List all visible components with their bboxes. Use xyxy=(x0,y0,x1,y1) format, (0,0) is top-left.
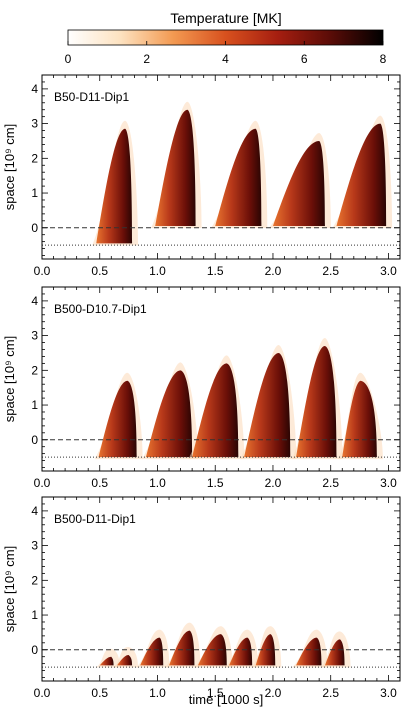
y-tick-label: 0 xyxy=(31,433,38,447)
event-blob xyxy=(336,123,387,227)
x-tick-label: 1.5 xyxy=(207,686,224,700)
x-tick-label: 0.0 xyxy=(34,686,51,700)
heatmap-events xyxy=(95,622,351,668)
x-tick-label: 0.5 xyxy=(91,686,108,700)
y-tick-label: 0 xyxy=(31,643,38,657)
x-tick-label: 2.0 xyxy=(265,686,282,700)
event-blob xyxy=(192,363,239,458)
event-blob xyxy=(244,352,291,458)
event-blob xyxy=(296,637,322,666)
x-tick-label: 2.5 xyxy=(322,476,339,490)
y-tick-label: 2 xyxy=(31,151,38,165)
y-tick-label: 2 xyxy=(31,363,38,377)
event-blob xyxy=(255,634,276,666)
y-tick-label: 1 xyxy=(31,186,38,200)
heatmap-events xyxy=(92,101,393,246)
event-blob xyxy=(169,630,195,666)
plot-frame xyxy=(41,74,401,260)
event-blob xyxy=(117,654,133,666)
x-tick-label: 0.0 xyxy=(34,264,51,278)
y-tick-label: 1 xyxy=(31,608,38,622)
panel-label: B500-D11-Dip1 xyxy=(54,512,136,526)
event-blob xyxy=(229,637,253,666)
event-blob xyxy=(99,656,114,666)
y-tick-label: 4 xyxy=(31,294,38,308)
panels: 0.0 0.5 1.0 1.5 2.0 2.5 3.0 0 1 2 3 4 B50-D11-Dip1 sp… xyxy=(2,74,401,700)
plot-frame xyxy=(41,496,401,682)
y-tick-label: 3 xyxy=(31,117,38,131)
plot-frame xyxy=(41,286,401,472)
x-tick-label: 1.0 xyxy=(149,264,166,278)
event-blob xyxy=(145,370,193,458)
x-tick-label: 0.0 xyxy=(34,476,51,490)
event-blob xyxy=(272,140,325,227)
y-tick-label: 2 xyxy=(31,573,38,587)
colorbar-title: Temperature [MK] xyxy=(170,10,281,26)
y-axis-title: space [10⁹ cm] xyxy=(2,546,17,633)
event-blob xyxy=(98,380,137,458)
x-tick-label: 2.5 xyxy=(322,264,339,278)
event-blob xyxy=(342,380,377,458)
panel-1: 0.0 0.5 1.0 1.5 2.0 2.5 3.0 0 1 2 3 4 B50-D11-Dip1 sp… xyxy=(2,74,401,278)
y-tick-label: 3 xyxy=(31,329,38,343)
x-tick-label: 0.5 xyxy=(91,264,108,278)
heatmap-events xyxy=(94,338,383,460)
panel-2: 0.0 0.5 1.0 1.5 2.0 2.5 3.0 0 1 2 3 4 B500-D10.7-Dip… xyxy=(2,286,401,490)
x-tick-label: 1.0 xyxy=(149,686,166,700)
event-blob xyxy=(96,128,133,244)
y-axis-title: space [10⁹ cm] xyxy=(2,336,17,423)
x-tick-label: 3.0 xyxy=(380,476,397,490)
x-tick-label: 1.5 xyxy=(207,264,224,278)
x-tick-label: 2.5 xyxy=(322,686,339,700)
event-blob xyxy=(296,346,337,458)
x-tick-label: 2.0 xyxy=(265,264,282,278)
colorbar-tick-label: 0 xyxy=(65,52,72,66)
x-tick-label: 0.5 xyxy=(91,476,108,490)
event-blob xyxy=(140,637,164,666)
y-tick-label: 4 xyxy=(31,504,38,518)
colorbar-tick-label: 8 xyxy=(380,52,387,66)
colorbar-tick-label: 4 xyxy=(222,52,229,66)
panel-label: B50-D11-Dip1 xyxy=(54,90,129,104)
panel-label: B500-D10.7-Dip1 xyxy=(54,302,147,316)
colorbar-ticks: 0 2 4 6 8 xyxy=(65,41,387,66)
x-tick-label: 1.0 xyxy=(149,476,166,490)
event-blob xyxy=(324,639,345,666)
colorbar-tick-label: 6 xyxy=(301,52,308,66)
y-tick-label: 4 xyxy=(31,82,38,96)
panel-3: 0.0 0.5 1.0 1.5 2.0 2.5 3.0 0 1 2 3 4 B500-D11-Dip1 s… xyxy=(2,496,401,700)
event-blob xyxy=(155,109,196,227)
x-tick-label: 2.0 xyxy=(265,476,282,490)
x-axis-title: time [1000 s] xyxy=(189,692,263,707)
y-tick-label: 1 xyxy=(31,398,38,412)
colorbar-tick-label: 2 xyxy=(143,52,150,66)
x-tick-label: 1.5 xyxy=(207,476,224,490)
x-tick-label: 3.0 xyxy=(380,264,397,278)
event-blob xyxy=(215,128,262,227)
y-axis-title: space [10⁹ cm] xyxy=(2,124,17,211)
y-tick-label: 3 xyxy=(31,539,38,553)
y-tick-label: 0 xyxy=(31,221,38,235)
x-tick-label: 3.0 xyxy=(380,686,397,700)
